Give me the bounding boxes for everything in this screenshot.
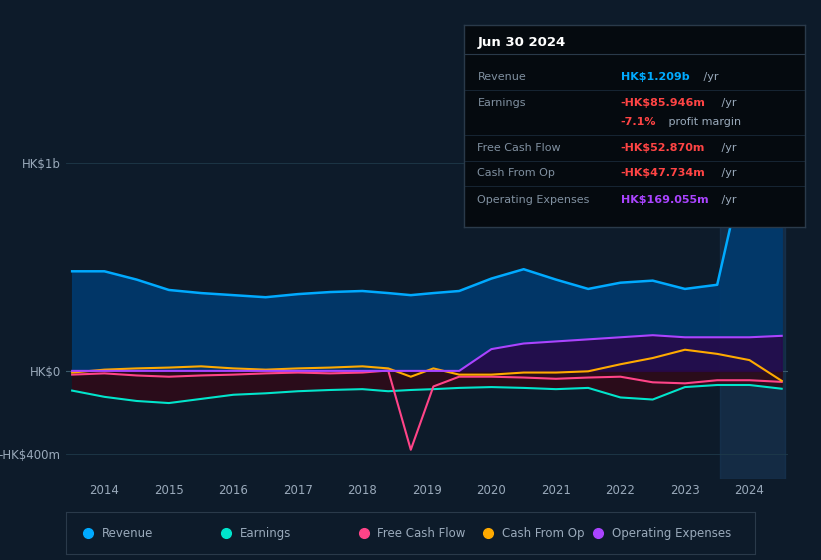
Text: Earnings: Earnings — [240, 527, 291, 540]
Text: Jun 30 2024: Jun 30 2024 — [478, 36, 566, 49]
Text: Earnings: Earnings — [478, 98, 526, 108]
Text: Operating Expenses: Operating Expenses — [612, 527, 732, 540]
Text: Revenue: Revenue — [478, 72, 526, 82]
Text: HK$1.209b: HK$1.209b — [621, 72, 689, 82]
Text: HK$169.055m: HK$169.055m — [621, 194, 709, 204]
Bar — [720, 70, 785, 479]
Text: /yr: /yr — [700, 72, 719, 82]
Text: Revenue: Revenue — [102, 527, 153, 540]
Text: /yr: /yr — [718, 143, 736, 153]
Text: Cash From Op: Cash From Op — [478, 169, 555, 179]
Text: -7.1%: -7.1% — [621, 117, 656, 127]
Text: /yr: /yr — [718, 98, 736, 108]
Text: Cash From Op: Cash From Op — [502, 527, 584, 540]
Text: Free Cash Flow: Free Cash Flow — [378, 527, 466, 540]
Text: Free Cash Flow: Free Cash Flow — [478, 143, 561, 153]
Text: Operating Expenses: Operating Expenses — [478, 194, 589, 204]
Text: -HK$52.870m: -HK$52.870m — [621, 143, 705, 153]
Text: -HK$47.734m: -HK$47.734m — [621, 169, 705, 179]
Text: /yr: /yr — [718, 194, 736, 204]
Text: profit margin: profit margin — [665, 117, 741, 127]
Text: /yr: /yr — [718, 169, 736, 179]
Text: -HK$85.946m: -HK$85.946m — [621, 98, 705, 108]
